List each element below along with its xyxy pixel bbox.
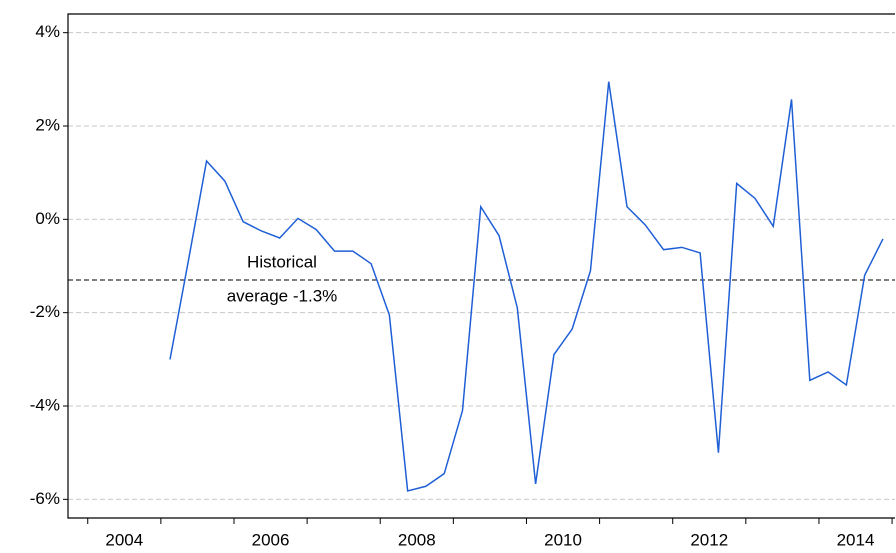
x-tick-label: 2006 <box>252 530 290 549</box>
y-tick-label: 0% <box>35 209 60 228</box>
y-tick-label: -4% <box>30 395 60 414</box>
data-line <box>169 81 884 492</box>
y-tick-label: 4% <box>35 22 60 41</box>
y-tick-label: -2% <box>30 302 60 321</box>
plot-frame <box>67 13 895 519</box>
reference-label: average -1.3% <box>227 286 338 305</box>
x-tick-label: 2012 <box>690 530 728 549</box>
x-tick-label: 2014 <box>837 530 875 549</box>
x-tick-label: 2010 <box>544 530 582 549</box>
reference-label: Historical <box>247 252 317 271</box>
x-tick-label: 2004 <box>105 530 143 549</box>
y-tick-label: 2% <box>35 115 60 134</box>
y-tick-label: -6% <box>30 489 60 508</box>
x-tick-label: 2008 <box>398 530 436 549</box>
